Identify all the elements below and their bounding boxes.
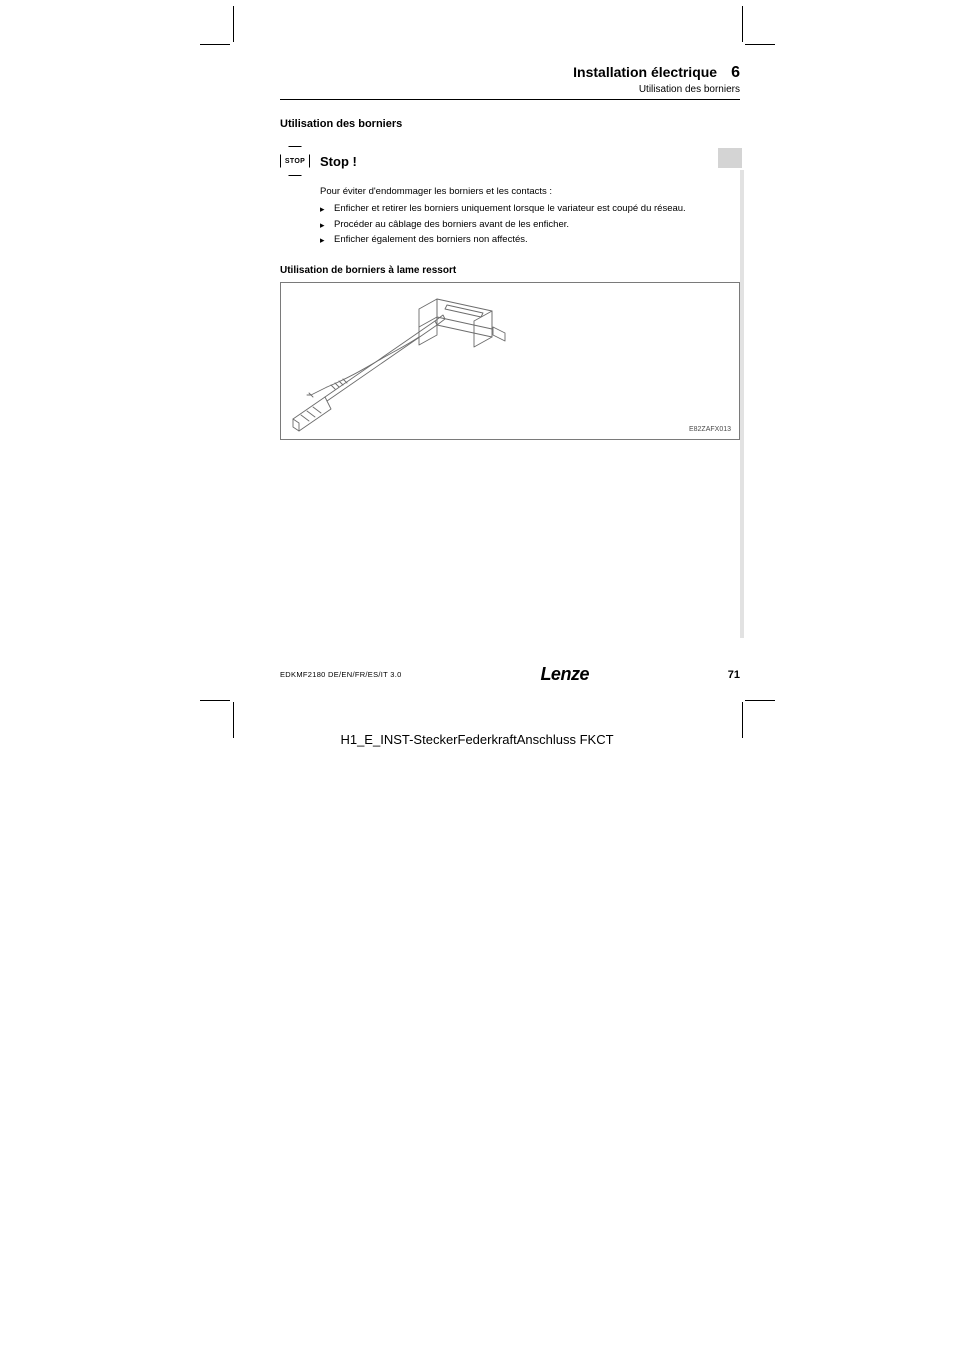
crop-mark — [200, 44, 230, 45]
figure-illustration — [287, 287, 507, 437]
page: Installation électrique 6 Utilisation de… — [0, 0, 954, 1351]
stop-callout-body: Pour éviter d'endommager les borniers et… — [320, 186, 740, 247]
thumb-bar — [740, 170, 744, 638]
footer-page-number: 71 — [728, 669, 740, 681]
footer-doc-id: EDKMF2180 DE/EN/FR/ES/IT 3.0 — [280, 670, 402, 679]
crop-mark — [742, 6, 743, 42]
stop-list-item: Enficher également des borniers non affe… — [320, 234, 740, 247]
stop-list: Enficher et retirer les borniers uniquem… — [320, 203, 740, 247]
stop-list-item: Procéder au câblage des borniers avant d… — [320, 219, 740, 232]
crop-mark — [200, 700, 230, 701]
proof-caption: H1_E_INST-SteckerFederkraftAnschluss FKC… — [0, 732, 954, 747]
stop-intro: Pour éviter d'endommager les borniers et… — [320, 186, 740, 199]
stop-icon-text: STOP — [285, 158, 305, 165]
stop-icon: STOP — [280, 146, 310, 176]
stop-heading: Stop ! — [320, 154, 357, 169]
subsection-title: Utilisation de borniers à lame ressort — [280, 265, 740, 276]
header-rule — [280, 99, 740, 100]
crop-mark — [745, 44, 775, 45]
stop-octagon-icon: STOP — [280, 146, 310, 176]
stop-callout-header: STOP Stop ! — [280, 146, 740, 176]
figure-frame: E82ZAFX013 — [280, 282, 740, 440]
figure-code: E82ZAFX013 — [689, 426, 731, 433]
stop-list-item: Enficher et retirer les borniers uniquem… — [320, 203, 740, 216]
crop-mark — [745, 700, 775, 701]
page-footer: EDKMF2180 DE/EN/FR/ES/IT 3.0 Lenze 71 — [280, 664, 740, 685]
running-head: Installation électrique 6 — [280, 64, 740, 82]
content-area: Installation électrique 6 Utilisation de… — [280, 64, 740, 440]
crop-mark — [233, 6, 234, 42]
chapter-number: 6 — [731, 64, 740, 82]
chapter-title: Installation électrique — [573, 64, 717, 80]
section-title: Utilisation des borniers — [280, 118, 740, 130]
chapter-subtitle: Utilisation des borniers — [280, 84, 740, 95]
footer-logo: Lenze — [540, 664, 589, 685]
